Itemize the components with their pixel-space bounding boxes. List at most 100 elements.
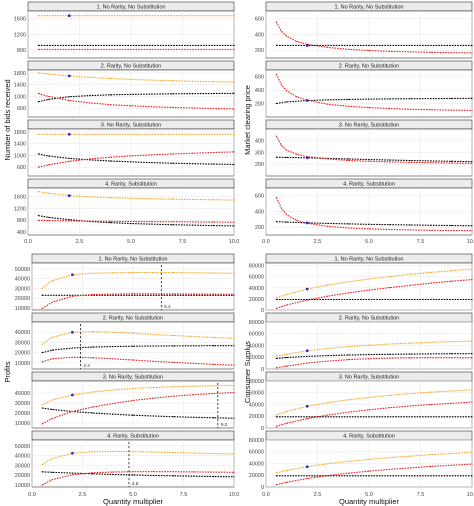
- y-tick-label: 0: [261, 426, 264, 432]
- threshold-label: 9.2: [221, 422, 228, 427]
- series-point: [275, 44, 277, 47]
- y-tick-label: 400: [17, 230, 26, 236]
- y-tick-label: 10000: [15, 361, 30, 367]
- series-point: [112, 450, 114, 453]
- series-point: [132, 399, 134, 402]
- x-tick-label: 5.0: [365, 239, 373, 245]
- highlight-marker: [71, 330, 74, 334]
- highlight-marker: [305, 287, 309, 291]
- facet-strip-label: 1. No Rarity, No Substitution: [99, 257, 168, 263]
- series-point: [389, 457, 391, 459]
- series-point: [275, 425, 277, 427]
- series-point: [306, 299, 308, 301]
- x-axis-title: Quantity multiplier: [103, 497, 164, 506]
- y-tick-label: 800: [17, 218, 26, 224]
- series-point: [471, 161, 473, 163]
- series-point: [152, 471, 154, 473]
- series-point: [327, 158, 329, 160]
- series-point: [368, 160, 370, 162]
- series-point: [471, 225, 473, 227]
- series-point: [409, 467, 411, 469]
- series-point: [347, 227, 349, 229]
- x-tick-label: 7.5: [417, 239, 425, 245]
- series-point: [430, 51, 432, 53]
- y-axis-title: Market clearing price: [243, 85, 252, 155]
- series-point: [51, 301, 53, 303]
- series-point: [275, 475, 277, 477]
- series-point: [450, 390, 452, 392]
- series-point: [327, 99, 329, 101]
- series-point: [151, 154, 153, 156]
- y-tick-label: 40000: [15, 391, 30, 397]
- series-point: [233, 294, 235, 296]
- series-point: [327, 222, 329, 224]
- series-point: [327, 225, 329, 227]
- series-point: [389, 287, 391, 289]
- x-tick-label: 7.5: [179, 239, 187, 245]
- series-point: [368, 98, 370, 100]
- series-point: [450, 353, 452, 355]
- series-point: [327, 402, 329, 404]
- series-point: [112, 471, 114, 473]
- series-line: [41, 391, 235, 425]
- series-point: [233, 15, 235, 17]
- series-point: [450, 280, 452, 282]
- series-point: [109, 94, 111, 96]
- series-point: [171, 224, 173, 226]
- series-point: [327, 103, 329, 105]
- y-tick-label: 200: [255, 101, 264, 107]
- series-point: [389, 407, 391, 409]
- series-point: [286, 214, 288, 216]
- series-point: [280, 144, 283, 146]
- series-point: [471, 230, 473, 232]
- y-tick-label: 60000: [249, 450, 264, 456]
- series-point: [450, 402, 452, 404]
- series-point: [275, 135, 277, 137]
- series-point: [151, 223, 153, 225]
- y-tick-label: 80000: [249, 379, 264, 385]
- y-tick-label: 80000: [249, 320, 264, 326]
- series-point: [192, 152, 194, 154]
- x-tick-label: 2.5: [79, 492, 87, 498]
- series-point: [112, 402, 114, 405]
- series-point: [89, 159, 91, 161]
- series-point: [327, 295, 329, 297]
- series-point: [327, 284, 329, 286]
- series-point: [213, 471, 215, 473]
- series-point: [389, 343, 391, 345]
- series-point: [112, 331, 114, 333]
- facet-strip-label: 2. Rarity, No Substitution: [339, 64, 399, 70]
- y-tick-label: 20000: [15, 296, 30, 302]
- y-tick-label: 60000: [249, 275, 264, 281]
- series-point: [286, 35, 288, 37]
- series-point: [233, 163, 235, 165]
- series-point: [213, 452, 215, 455]
- series-point: [132, 414, 134, 416]
- y-tick-label: 1600: [14, 195, 26, 201]
- series-point: [286, 365, 288, 367]
- series-point: [130, 105, 132, 107]
- y-tick-label: 80000: [249, 264, 264, 270]
- series-point: [286, 411, 288, 413]
- y-tick-label: 1800: [14, 71, 26, 77]
- y-tick-label: 10000: [15, 306, 30, 312]
- series-point: [233, 44, 235, 47]
- series-point: [192, 198, 194, 201]
- series-point: [347, 105, 349, 107]
- series-point: [327, 474, 329, 477]
- y-tick-label: 30000: [15, 463, 30, 469]
- y-tick-label: 20000: [249, 414, 264, 420]
- series-point: [471, 97, 473, 99]
- highlight-marker: [305, 221, 309, 225]
- x-tick-label: 2.5: [314, 239, 322, 245]
- y-axis-title: Consumer Surplus: [243, 341, 252, 403]
- series-point: [471, 298, 473, 301]
- series-point: [71, 410, 73, 413]
- series-point: [51, 458, 53, 460]
- x-tick-label: 10.0: [229, 492, 240, 498]
- series-point: [92, 331, 94, 333]
- series-point: [306, 477, 308, 480]
- series-point: [296, 96, 298, 98]
- series-point: [409, 342, 411, 344]
- series-point: [233, 108, 235, 110]
